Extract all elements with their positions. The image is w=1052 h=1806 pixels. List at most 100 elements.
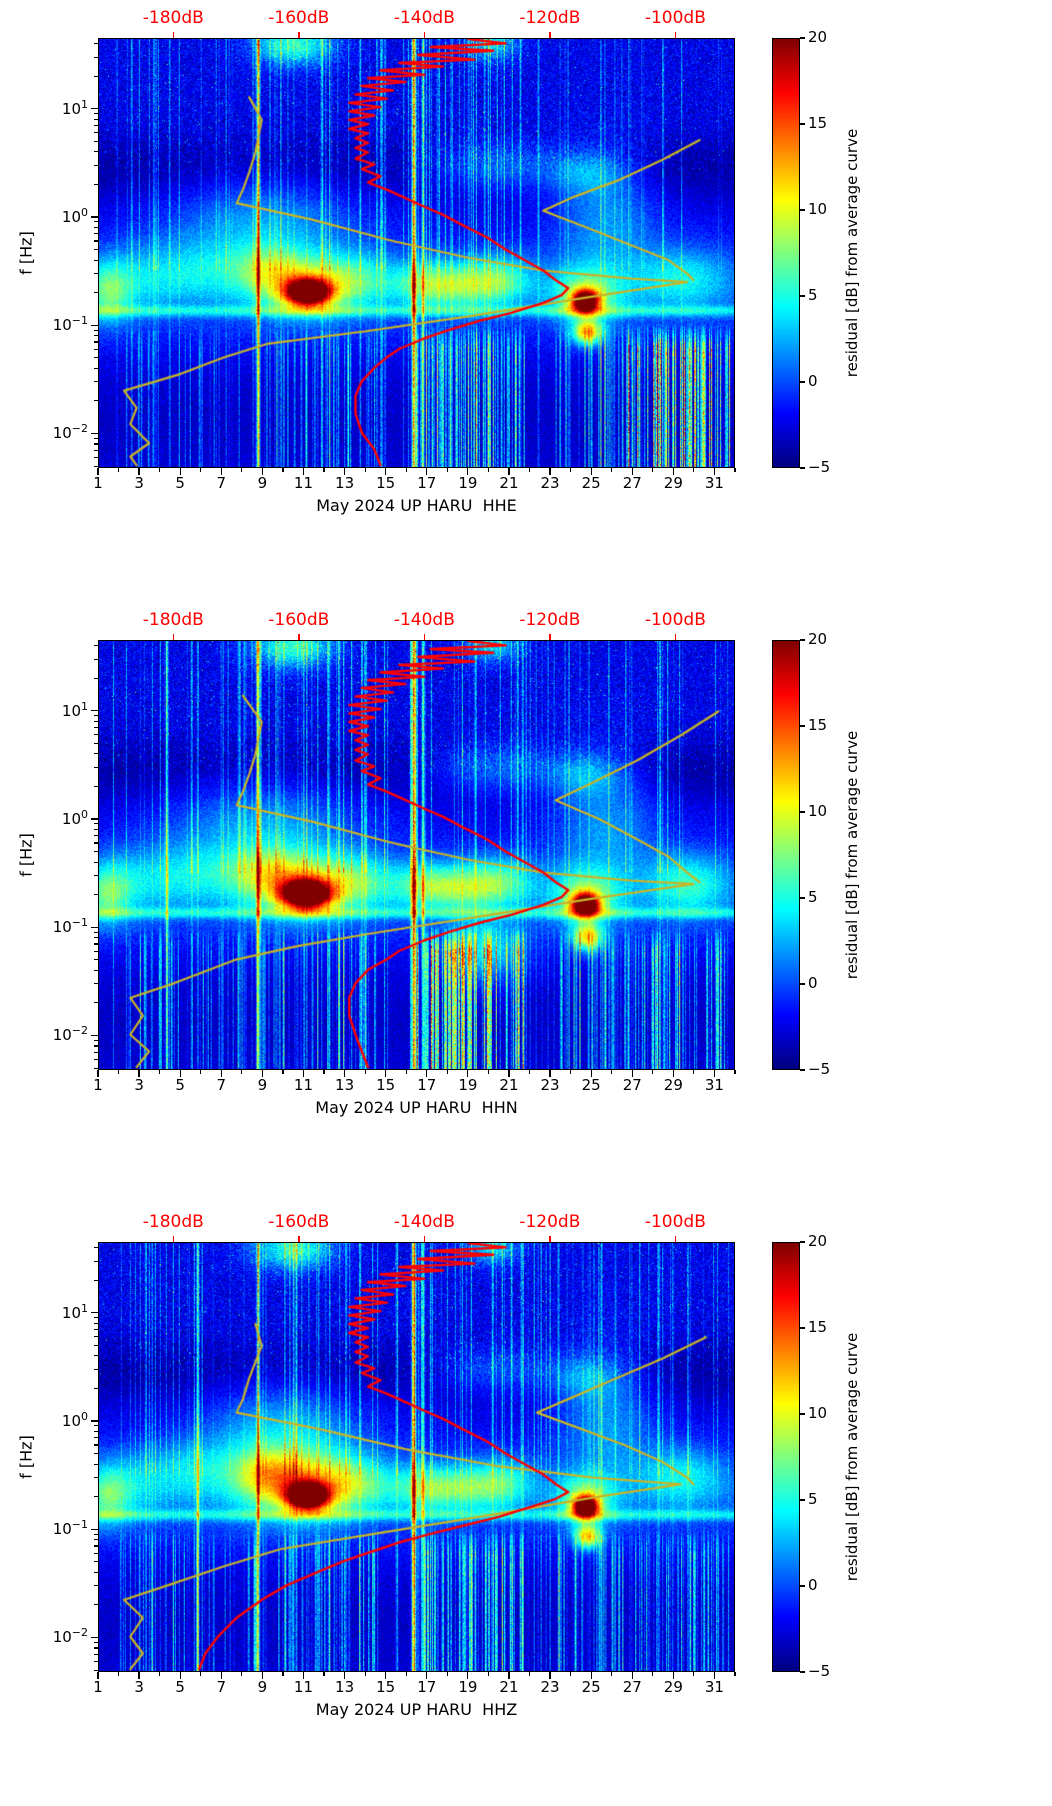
y-minor-tick [93,292,98,294]
x-minor-tick [323,1070,325,1074]
y-minor-tick [93,644,98,647]
x-minor-tick [200,1070,202,1074]
x-minor-tick [159,1672,161,1676]
x-minor-tick [528,1070,531,1074]
y-minor-tick [93,1477,98,1479]
y-minor-tick [93,658,98,660]
y-minor-tick [93,259,98,261]
x-major-tick [590,1070,592,1077]
y-minor-tick [93,1355,98,1357]
x-tick-label: 7 [216,1076,227,1094]
colorbar-tick [800,37,805,39]
x-minor-tick [282,1672,284,1676]
x-tick-label: 1 [93,1076,103,1094]
x-major-tick [179,1070,181,1077]
x-tick-label: 15 [376,1076,396,1094]
y-minor-tick [93,449,98,451]
y-minor-tick [93,140,98,142]
y-minor-tick [93,1039,98,1041]
y-minor-tick [93,715,98,717]
top-axis-tick [172,1236,175,1242]
x-tick-label: 25 [581,1076,601,1094]
x-minor-tick [241,1672,243,1676]
top-axis-tick [423,1236,426,1242]
colorbar [772,38,800,468]
x-minor-tick [446,468,448,472]
y-tick-label: 10−2 [52,1024,88,1045]
colorbar-tick-label: 0 [808,372,818,390]
x-minor-tick [652,468,654,472]
x-major-tick [220,1070,222,1077]
x-tick-label: 13 [335,474,355,492]
y-minor-tick [93,959,98,961]
x-major-tick [385,1070,387,1077]
x-minor-tick [693,1672,695,1676]
colorbar-tick [800,123,805,125]
x-axis-label: May 2024 UP HARU HHZ [315,1700,518,1719]
x-major-tick [508,1070,510,1077]
x-minor-tick [487,468,489,472]
colorbar-tick-label: 0 [808,1576,818,1594]
y-minor-tick [93,1387,98,1389]
x-tick-label: 5 [175,1076,185,1094]
y-minor-tick [93,329,98,331]
y-minor-tick [93,124,98,127]
y-minor-tick [93,443,98,445]
top-axis-tick-label: -160dB [268,610,330,630]
top-axis-tick [674,634,677,640]
colorbar-tick [800,1413,805,1415]
x-tick-label: 29 [663,1076,683,1094]
top-axis-tick-label: -100dB [644,1212,706,1232]
y-minor-tick [93,183,98,185]
colorbar-tick [800,639,805,641]
y-major-tick [91,926,98,928]
x-major-tick [467,1070,469,1077]
y-tick-label: 101 [61,97,88,118]
y-minor-tick [93,875,98,877]
x-major-tick [549,1672,551,1679]
y-axis-label: f [Hz] [16,231,36,275]
y-minor-tick [93,118,98,120]
spectrogram-panel-hhe: f [Hz] May 2024 UP HARU HHE residual [dB… [0,0,1052,602]
plot-area [98,38,735,468]
colorbar-tick [800,983,805,985]
y-minor-tick [93,950,98,952]
x-major-tick [713,468,716,475]
y-minor-tick [93,983,98,985]
x-major-tick [426,1672,428,1679]
top-axis-tick [172,634,175,640]
y-major-tick [91,1636,98,1639]
y-minor-tick [93,726,98,729]
y-minor-tick [93,677,98,679]
y-minor-tick [93,785,98,787]
y-minor-tick [93,1496,98,1498]
y-minor-tick [93,1463,98,1465]
x-minor-tick [611,1672,613,1676]
x-tick-label: 25 [581,1678,601,1696]
x-tick-label: 7 [216,1678,227,1696]
y-minor-tick [93,113,98,115]
x-minor-tick [200,468,202,472]
x-tick-label: 27 [622,1678,642,1696]
x-minor-tick [652,1070,654,1074]
x-tick-label: 13 [335,1678,355,1696]
y-minor-tick [93,1368,98,1370]
x-minor-tick [734,1070,736,1074]
y-minor-tick [93,437,98,439]
x-major-tick [549,1070,551,1077]
top-axis-tick-label: -100dB [644,610,706,630]
y-minor-tick [93,1571,98,1573]
x-minor-tick [611,1070,613,1074]
x-major-tick [138,1070,140,1077]
y-minor-tick [93,1641,98,1643]
y-minor-tick [93,1344,98,1346]
spectrogram-canvas [99,39,734,467]
colorbar-tick-label: 20 [808,1232,828,1250]
x-major-tick [343,468,346,475]
x-major-tick [467,1672,469,1679]
y-minor-tick [93,1585,98,1587]
y-tick-label: 10−1 [52,314,88,335]
y-minor-tick [93,240,98,242]
colorbar [772,640,800,1070]
